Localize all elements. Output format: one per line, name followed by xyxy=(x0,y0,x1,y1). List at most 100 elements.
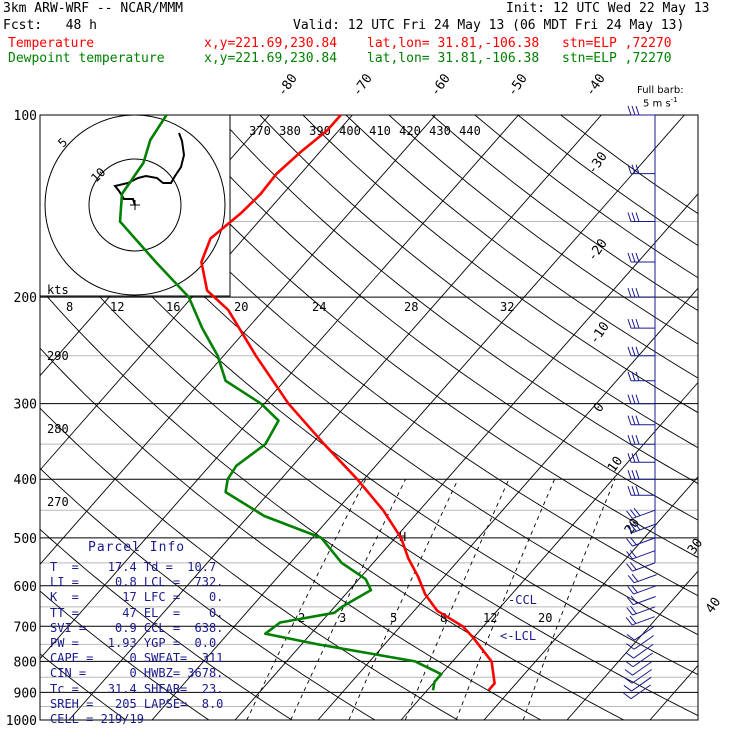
wind-barb-feather xyxy=(631,346,636,356)
wind-barb-feather xyxy=(627,486,632,496)
wind-barb-feather xyxy=(631,453,636,463)
theta-label: 380 xyxy=(279,124,301,138)
wind-barb-feather xyxy=(627,575,635,584)
wind-barb-feather xyxy=(624,677,633,684)
dry-adiabat xyxy=(40,227,698,717)
wind-barb xyxy=(627,105,655,116)
wind-barb-feather xyxy=(625,652,634,659)
wind-barb-shaft xyxy=(632,509,656,519)
wind-barb-feather xyxy=(635,212,640,222)
wind-barb xyxy=(627,470,655,480)
dewpoint-profile xyxy=(118,114,443,691)
forecast-hour: Fcst: 48 h xyxy=(3,18,97,33)
parcel-info-row: CAPE = 0 SWEAT= 311 xyxy=(50,651,224,666)
dewpoint-station: stn=ELP ,72270 xyxy=(562,51,672,66)
mixing-ratio-label: 12 xyxy=(483,611,497,625)
dewpoint-latlon: lat,lon= 31.81,-106.38 xyxy=(367,51,540,66)
wind-barb xyxy=(627,252,655,263)
isotherm-label: -20 xyxy=(585,236,611,264)
mixing-ratio-line xyxy=(348,479,459,720)
wind-barb-feather xyxy=(631,470,636,480)
wind-barb-shaft xyxy=(634,625,655,641)
wind-barb-feather xyxy=(627,105,632,116)
wind-barb-feather xyxy=(627,415,632,425)
parcel-info-row: T = 17.4 Td = 10.7 xyxy=(50,560,217,574)
isotherm-line xyxy=(151,115,685,720)
wind-barb-feather xyxy=(629,536,637,546)
wind-barb xyxy=(627,346,655,357)
wind-barb xyxy=(626,625,655,641)
level-label: <-LCL xyxy=(500,629,536,643)
parcel-info-title: Parcel Info xyxy=(88,540,186,555)
theta-label: 390 xyxy=(309,124,331,138)
wind-barb-feather xyxy=(629,561,637,571)
parcel-info-row: CIN = 0 HWBZ= 3678. xyxy=(50,666,224,681)
wind-barb-feather xyxy=(626,510,633,519)
wind-barb-shaft xyxy=(632,523,656,534)
hodograph-ring-outer xyxy=(44,114,226,296)
wind-barb-feather xyxy=(630,595,638,604)
wind-barb xyxy=(626,605,656,616)
parcel-info-row: SREH = 205 LAPSE= 8.0 xyxy=(50,696,224,711)
wind-barb-shaft xyxy=(632,652,653,668)
dewpoint-xy: x,y=221.69,230.84 xyxy=(204,51,338,66)
wind-barb xyxy=(623,676,652,692)
wind-barb-shaft xyxy=(633,585,657,595)
theta-label: 430 xyxy=(429,124,451,138)
wind-barb xyxy=(625,615,655,626)
temperature-xy: x,y=221.69,230.84 xyxy=(204,36,338,51)
mixing-ratio-line xyxy=(522,479,616,720)
dry-adiabat xyxy=(345,115,698,379)
hodograph-speed-tick: 28 xyxy=(404,300,418,314)
wind-barb-feather xyxy=(631,486,636,496)
wind-barb xyxy=(627,287,655,298)
wind-barb-feather xyxy=(631,584,638,593)
wind-barb-feather xyxy=(629,549,637,558)
wind-barb xyxy=(623,684,651,700)
wind-barb xyxy=(626,549,656,560)
wind-barb-feather xyxy=(625,617,633,626)
mixing-ratio-lines xyxy=(246,478,616,720)
dry-adiabat xyxy=(40,653,127,720)
dry-adiabat xyxy=(87,115,698,597)
barb-legend-units: 5 m s-1 xyxy=(643,96,678,110)
level-label: H xyxy=(399,530,406,544)
isotherm-line xyxy=(566,570,698,720)
wind-barb xyxy=(625,643,654,659)
wind-barb-feather xyxy=(627,212,632,222)
hodograph-ring-inner xyxy=(88,158,182,252)
wind-barb xyxy=(627,212,655,222)
isotherm-label: 40 xyxy=(703,595,724,616)
wind-barb xyxy=(627,435,655,445)
wind-barb-feather xyxy=(635,453,640,463)
wind-barb-feather xyxy=(627,394,632,404)
pressure-tick-500: 500 xyxy=(14,532,37,547)
wind-barb-feather xyxy=(627,287,632,298)
pressure-tick-300: 300 xyxy=(14,398,37,413)
wind-barb xyxy=(624,660,653,676)
isotherm-line xyxy=(40,115,353,471)
wind-barb-feather xyxy=(627,586,635,595)
pressure-tick-200: 200 xyxy=(14,291,37,306)
isotherm-label: -30 xyxy=(585,149,611,177)
wind-barb-shaft xyxy=(633,643,654,659)
hodograph-speed-tick: 32 xyxy=(500,300,514,314)
mixing-ratio-label: 5 xyxy=(390,611,397,625)
mixing-ratio-label: 8 xyxy=(440,611,447,625)
dry-adiabats xyxy=(40,115,698,720)
wind-barb-feather xyxy=(627,453,632,463)
wind-barb-shaft xyxy=(632,606,656,616)
wind-barb-shaft xyxy=(632,537,656,547)
wind-barb-feather xyxy=(631,573,639,582)
wind-barb-feather xyxy=(631,164,636,174)
wind-barb-shaft xyxy=(631,616,655,626)
dry-adiabat xyxy=(302,115,698,414)
wind-barb xyxy=(627,164,655,175)
wind-barb-feather xyxy=(629,615,637,624)
wind-barb xyxy=(627,371,655,382)
parcel-info-row: CELL = 219/19 xyxy=(50,712,144,726)
wind-barb xyxy=(626,635,654,650)
wind-barb xyxy=(627,318,655,329)
